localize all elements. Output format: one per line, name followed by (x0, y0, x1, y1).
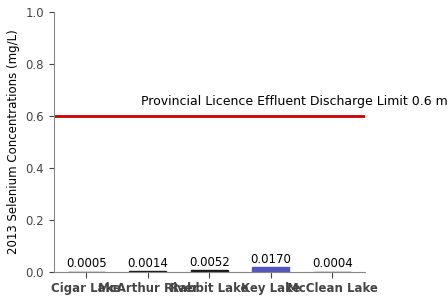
Text: Provincial Licence Effluent Discharge Limit 0.6 mg/L: Provincial Licence Effluent Discharge Li… (141, 95, 448, 108)
Text: 0.0170: 0.0170 (250, 253, 291, 266)
Text: 0.0052: 0.0052 (189, 256, 230, 269)
Y-axis label: 2013 Selenium Concentrations (mg/L): 2013 Selenium Concentrations (mg/L) (7, 29, 20, 254)
Text: 0.0014: 0.0014 (128, 257, 168, 270)
Bar (253, 267, 289, 271)
Text: 0.0004: 0.0004 (312, 257, 353, 270)
Bar (191, 270, 228, 271)
Text: 0.0005: 0.0005 (66, 257, 107, 270)
